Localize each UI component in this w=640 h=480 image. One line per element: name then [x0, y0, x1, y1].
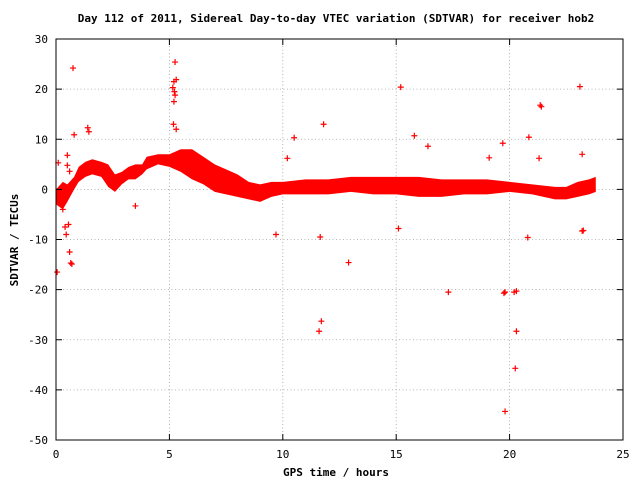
grid-lines: [56, 39, 623, 440]
data-point: [66, 249, 73, 256]
data-point: [576, 83, 583, 90]
y-tick-label: 30: [35, 33, 48, 46]
y-tick-label: 0: [41, 183, 48, 196]
data-point: [513, 328, 520, 335]
x-tick-label: 25: [616, 448, 629, 461]
data-point: [513, 288, 520, 295]
data-point: [170, 98, 177, 105]
data-point: [71, 131, 78, 138]
data-point: [65, 221, 72, 228]
data-point: [169, 84, 176, 91]
y-tick-label: -40: [28, 384, 48, 397]
data-point: [499, 140, 506, 147]
data-point: [70, 65, 77, 72]
y-tick-label: -20: [28, 284, 48, 297]
x-tick-label: 5: [166, 448, 173, 461]
data-point: [525, 134, 532, 141]
y-tick-label: -30: [28, 334, 48, 347]
data-point: [170, 121, 177, 128]
data-point: [538, 103, 545, 110]
y-tick-label: -10: [28, 234, 48, 247]
data-point: [64, 162, 71, 169]
y-tick-label: 20: [35, 83, 48, 96]
data-point: [68, 261, 75, 268]
dense-band-area: [56, 149, 596, 210]
data-point: [132, 202, 139, 209]
y-tick-label: 10: [35, 133, 48, 146]
data-point: [63, 231, 70, 238]
x-axis-ticks: 0 5 10 15 20 25: [53, 39, 630, 461]
data-point: [579, 151, 586, 158]
x-tick-label: 15: [390, 448, 403, 461]
data-point: [512, 365, 519, 372]
y-tick-label: -50: [28, 434, 48, 447]
data-point: [397, 84, 404, 91]
data-point: [320, 121, 327, 128]
x-axis-label: GPS time / hours: [283, 466, 389, 479]
data-point: [59, 206, 66, 213]
data-point: [424, 143, 431, 150]
data-point: [84, 124, 91, 131]
data-point: [579, 227, 586, 234]
data-point: [318, 318, 325, 325]
data-point: [486, 154, 493, 161]
data-point: [66, 168, 73, 175]
y-axis-ticks: -50 -40 -30 -20 -10 0 10 20 30: [28, 33, 623, 447]
data-point: [316, 328, 323, 335]
data-point: [524, 234, 531, 241]
outlier-points: [54, 59, 587, 415]
data-point: [502, 408, 509, 415]
data-point: [445, 289, 452, 296]
data-point: [62, 223, 69, 230]
data-point: [284, 155, 291, 162]
data-point: [411, 132, 418, 139]
data-point: [172, 59, 179, 66]
data-point: [85, 128, 92, 135]
data-point: [172, 92, 179, 99]
x-tick-label: 20: [503, 448, 516, 461]
data-point: [502, 289, 509, 296]
data-point: [54, 269, 61, 276]
data-point: [500, 290, 507, 297]
data-point: [272, 231, 279, 238]
x-tick-label: 10: [276, 448, 289, 461]
data-point: [395, 225, 402, 232]
data-point: [536, 155, 543, 162]
data-point: [67, 260, 74, 267]
data-point: [171, 88, 178, 95]
data-point: [317, 233, 324, 240]
data-point: [173, 126, 180, 133]
data-point: [291, 134, 298, 141]
data-point: [345, 259, 352, 266]
x-tick-label: 0: [53, 448, 60, 461]
chart-title: Day 112 of 2011, Sidereal Day-to-day VTE…: [78, 12, 595, 25]
data-point: [173, 76, 180, 83]
dense-data-band: [56, 149, 596, 210]
data-point: [64, 152, 71, 159]
y-axis-label: SDTVAR / TECUs: [8, 194, 21, 287]
